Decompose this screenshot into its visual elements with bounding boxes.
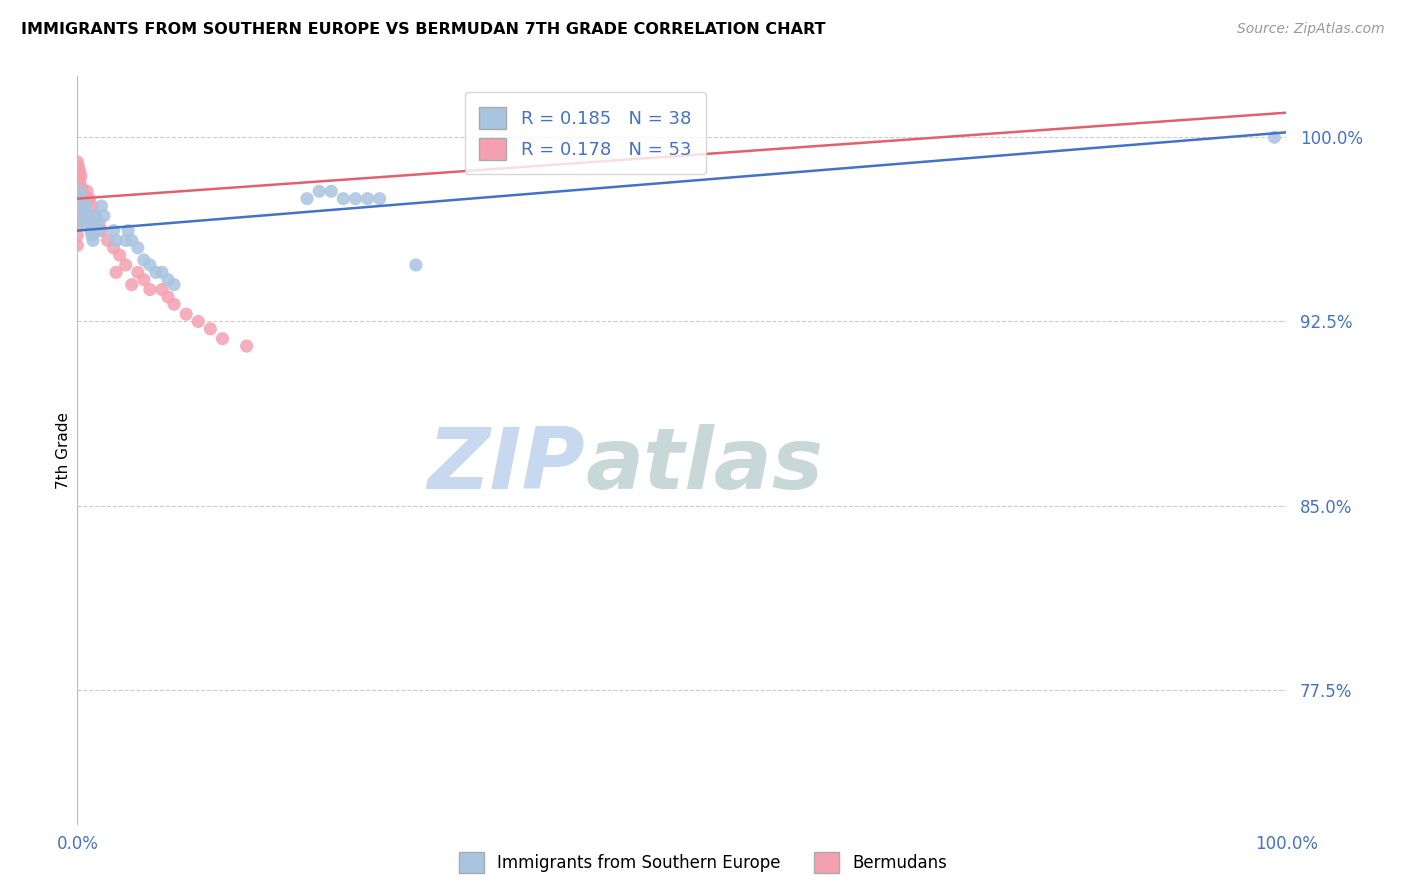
Point [187, 314, 209, 328]
Point [66, 189, 89, 203]
Point [67, 179, 90, 194]
Point [356, 192, 378, 206]
Point [235, 339, 257, 353]
Point [163, 277, 186, 292]
Text: Source: ZipAtlas.com: Source: ZipAtlas.com [1237, 22, 1385, 37]
Point [103, 224, 125, 238]
Point [69, 184, 91, 198]
Point [332, 192, 354, 206]
Point [80, 199, 103, 213]
Point [163, 297, 186, 311]
Point [66, 179, 89, 194]
Point [79, 224, 101, 238]
Legend: Immigrants from Southern Europe, Bermudans: Immigrants from Southern Europe, Bermuda… [453, 846, 953, 880]
Point [127, 241, 149, 255]
Point [66, 154, 89, 169]
Point [66, 219, 89, 233]
Point [117, 224, 139, 238]
Point [69, 203, 91, 218]
Point [174, 307, 197, 321]
Point [66, 209, 89, 223]
Point [69, 174, 91, 188]
Point [66, 228, 89, 243]
Point [108, 248, 131, 262]
Point [75, 192, 97, 206]
Point [90, 224, 112, 238]
Point [90, 199, 112, 213]
Point [132, 273, 155, 287]
Point [139, 258, 162, 272]
Point [67, 189, 90, 203]
Point [67, 199, 90, 213]
Point [157, 290, 180, 304]
Point [69, 164, 91, 178]
Point [84, 209, 107, 223]
Text: atlas: atlas [585, 424, 824, 507]
Point [76, 209, 98, 223]
Point [70, 169, 93, 184]
Point [66, 164, 89, 178]
Point [69, 194, 91, 208]
Point [67, 160, 90, 174]
Point [150, 265, 173, 279]
Point [79, 192, 101, 206]
Point [73, 199, 96, 213]
Point [70, 192, 93, 206]
Point [76, 184, 98, 198]
Point [121, 277, 143, 292]
Point [70, 199, 93, 213]
Point [139, 283, 162, 297]
Point [368, 192, 391, 206]
Point [150, 283, 173, 297]
Point [66, 199, 89, 213]
Point [73, 216, 96, 230]
Point [1263, 130, 1285, 145]
Point [132, 253, 155, 268]
Text: IMMIGRANTS FROM SOUTHERN EUROPE VS BERMUDAN 7TH GRADE CORRELATION CHART: IMMIGRANTS FROM SOUTHERN EUROPE VS BERMU… [21, 22, 825, 37]
Point [103, 241, 125, 255]
Point [114, 234, 136, 248]
Point [70, 184, 93, 198]
Point [96, 234, 118, 248]
Point [295, 192, 318, 206]
Point [70, 199, 93, 213]
Point [72, 209, 94, 223]
Point [66, 172, 89, 186]
Point [87, 224, 110, 238]
Point [200, 322, 222, 336]
Point [75, 199, 97, 213]
Point [121, 234, 143, 248]
Point [67, 209, 90, 223]
Point [70, 179, 93, 194]
Point [84, 209, 107, 223]
Point [70, 192, 93, 206]
Y-axis label: 7th Grade: 7th Grade [56, 412, 70, 489]
Point [82, 234, 104, 248]
Legend: R = 0.185   N = 38, R = 0.178   N = 53: R = 0.185 N = 38, R = 0.178 N = 53 [465, 93, 706, 174]
Point [93, 209, 115, 223]
Point [127, 265, 149, 279]
Point [87, 216, 110, 230]
Point [72, 192, 94, 206]
Point [72, 209, 94, 223]
Point [211, 332, 233, 346]
Point [114, 258, 136, 272]
Point [83, 216, 105, 230]
Point [105, 265, 128, 279]
Point [321, 184, 343, 198]
Point [308, 184, 330, 198]
Point [86, 216, 108, 230]
Point [66, 238, 89, 252]
Point [80, 228, 103, 243]
Point [67, 169, 90, 184]
Point [69, 184, 91, 198]
Point [405, 258, 427, 272]
Point [79, 216, 101, 230]
Point [157, 273, 180, 287]
Text: ZIP: ZIP [427, 424, 585, 507]
Point [145, 265, 167, 279]
Point [105, 234, 128, 248]
Point [344, 192, 367, 206]
